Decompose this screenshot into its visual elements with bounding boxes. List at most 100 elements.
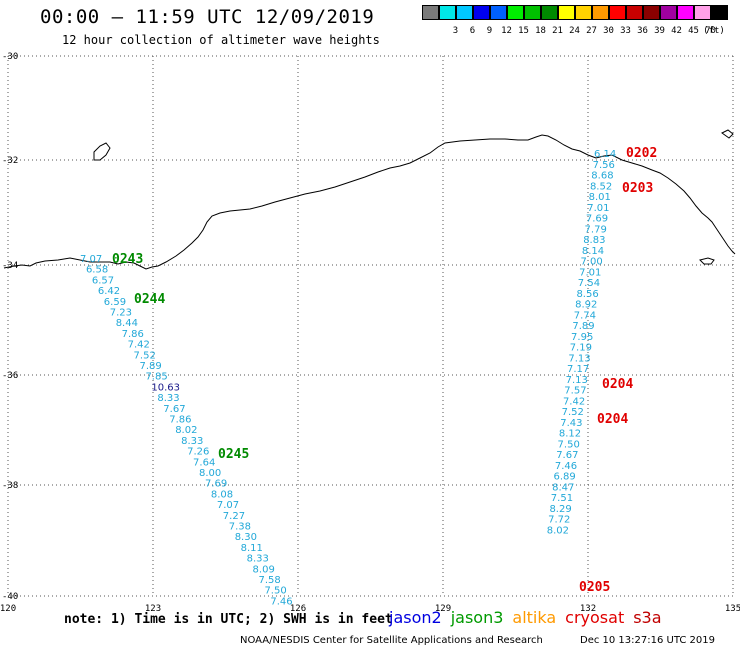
recherche-island [93,142,111,161]
kangaroo-island [699,257,715,265]
longitude-label: 129 [435,604,451,614]
legend-swatch-label: 18 [535,26,546,36]
swh-value: 7.13 [566,375,588,386]
swh-value: 7.50 [264,586,286,597]
swh-value: 8.83 [583,235,605,246]
legend-swatch-label: 3 [452,26,459,36]
legend-swatch [439,5,456,20]
latitude-label: -32 [2,156,18,166]
legend-swatch [456,5,473,20]
satellite-jason3: jason3 [450,608,504,627]
swh-value: 7.46 [270,596,292,607]
swh-value: 7.86 [169,415,191,426]
satellite-s3a: s3a [633,608,662,627]
latitude-label: -30 [2,52,18,62]
swh-value: 6.89 [554,472,576,483]
legend-swatch [507,5,524,20]
swh-value: 8.44 [116,318,138,329]
swh-value: 8.33 [181,436,203,447]
satellite-cryosat: cryosat [565,608,625,627]
west-track-values: 7.076.586.576.426.597.238.447.867.427.52… [80,254,293,607]
credit-line: NOAA/NESDIS Center for Satellite Applica… [240,635,543,646]
swh-value: 7.67 [163,404,185,415]
swh-value: 7.01 [587,203,609,214]
legend-swatch [626,5,643,20]
legend-unit: (ft) [703,26,725,36]
timestamp: Dec 10 13:27:16 UTC 2019 [580,635,715,646]
swh-value: 7.72 [548,515,570,526]
swh-value: 7.51 [551,493,573,504]
legend-swatch [558,5,575,20]
swh-value: 7.42 [563,396,585,407]
swh-value: 8.52 [590,181,612,192]
pass-time-label: 0205 [579,580,610,595]
legend-swatch [575,5,592,20]
swh-value: 7.67 [556,450,578,461]
longitude-label: 123 [145,604,161,614]
australia-coastline [3,134,736,270]
swh-value: 7.17 [567,364,589,375]
swh-value: 7.79 [585,224,607,235]
swh-value: 8.01 [589,192,611,203]
map-subtitle: 12 hour collection of altimeter wave hei… [62,33,380,47]
swh-value: 7.42 [128,340,150,351]
legend-swatch-label: 21 [552,26,563,36]
swh-value: 7.56 [593,160,615,171]
swh-value: 7.46 [555,461,577,472]
swh-value: 10.63 [151,382,180,393]
pass-time-label: 0204 [597,412,628,427]
legend-swatch [694,5,711,20]
swh-value: 8.29 [549,504,571,515]
swh-value: 7.95 [571,332,593,343]
swh-value: 7.50 [558,439,580,450]
pass-time-label: 0245 [218,447,249,462]
swh-value: 7.58 [259,575,281,586]
legend-swatch-label: 39 [654,26,665,36]
lat-lon-grid [7,55,734,597]
footer-note: note: 1) Time is in UTC; 2) SWH is in fe… [64,612,393,627]
legend-swatch-label: 45 [688,26,699,36]
legend-swatch [643,5,660,20]
swh-value: 7.69 [586,214,608,225]
swh-value: 6.42 [98,286,120,297]
legend-swatch-label: 70 [705,26,716,36]
swh-value: 6.59 [104,297,126,308]
legend-swatch [677,5,694,20]
swh-value: 7.86 [122,329,144,340]
pass-time-label: 0202 [626,146,657,161]
map-title: 00:00 — 11:59 UTC 12/09/2019 [40,6,375,28]
pass-time-label: 0244 [134,292,165,307]
latitude-label: -34 [2,261,18,271]
longitude-label: 135 [725,604,740,614]
swh-value: 6.14 [594,149,616,160]
longitude-labels: 120 123 126 129 132 135 [0,604,740,614]
legend-swatch-label: 36 [637,26,648,36]
swh-value: 8.30 [235,532,257,543]
legend-swatch-label: 6 [469,26,476,36]
legend-swatch-label: 30 [603,26,614,36]
legend-swatch [473,5,490,20]
pass-time-label: 0203 [622,181,653,196]
swh-value: 7.07 [80,254,102,265]
swh-value: 7.43 [560,418,582,429]
legend-swatch [422,5,439,20]
legend-swatch [592,5,609,20]
swh-value: 7.89 [140,361,162,372]
pass-time-label: 0204 [602,377,633,392]
swh-value: 7.69 [205,479,227,490]
swh-value: 7.27 [223,511,245,522]
swh-value: 7.19 [570,343,592,354]
longitude-label: 132 [580,604,596,614]
swh-value: 8.14 [582,246,604,257]
swh-value: 8.47 [552,482,574,493]
latitude-label: -36 [2,371,18,381]
legend-swatch-label: 24 [569,26,580,36]
latitude-label: -40 [2,592,18,602]
swh-value: 7.64 [193,457,215,468]
swh-value: 8.68 [591,171,613,182]
swh-value: 7.01 [579,267,601,278]
satellite-legend: jason2 jason3 altika cryosat s3a [389,608,671,627]
legend-swatch [711,5,728,20]
pass-time-label: 0243 [112,252,143,267]
